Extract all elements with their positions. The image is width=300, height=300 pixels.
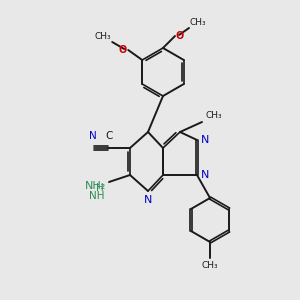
Text: NH: NH xyxy=(88,191,104,201)
Text: CH₃: CH₃ xyxy=(190,18,207,27)
Text: N: N xyxy=(201,170,209,180)
Text: CH₃: CH₃ xyxy=(205,111,222,120)
Text: H: H xyxy=(96,183,104,193)
Text: N: N xyxy=(144,195,152,205)
Text: N: N xyxy=(89,131,97,141)
Text: CH₃: CH₃ xyxy=(202,261,218,270)
Text: C: C xyxy=(105,131,113,141)
Text: NH₂: NH₂ xyxy=(85,181,106,191)
Text: O: O xyxy=(119,45,127,55)
Text: O: O xyxy=(176,31,184,41)
Text: CH₃: CH₃ xyxy=(94,32,111,41)
Text: N: N xyxy=(201,135,209,145)
